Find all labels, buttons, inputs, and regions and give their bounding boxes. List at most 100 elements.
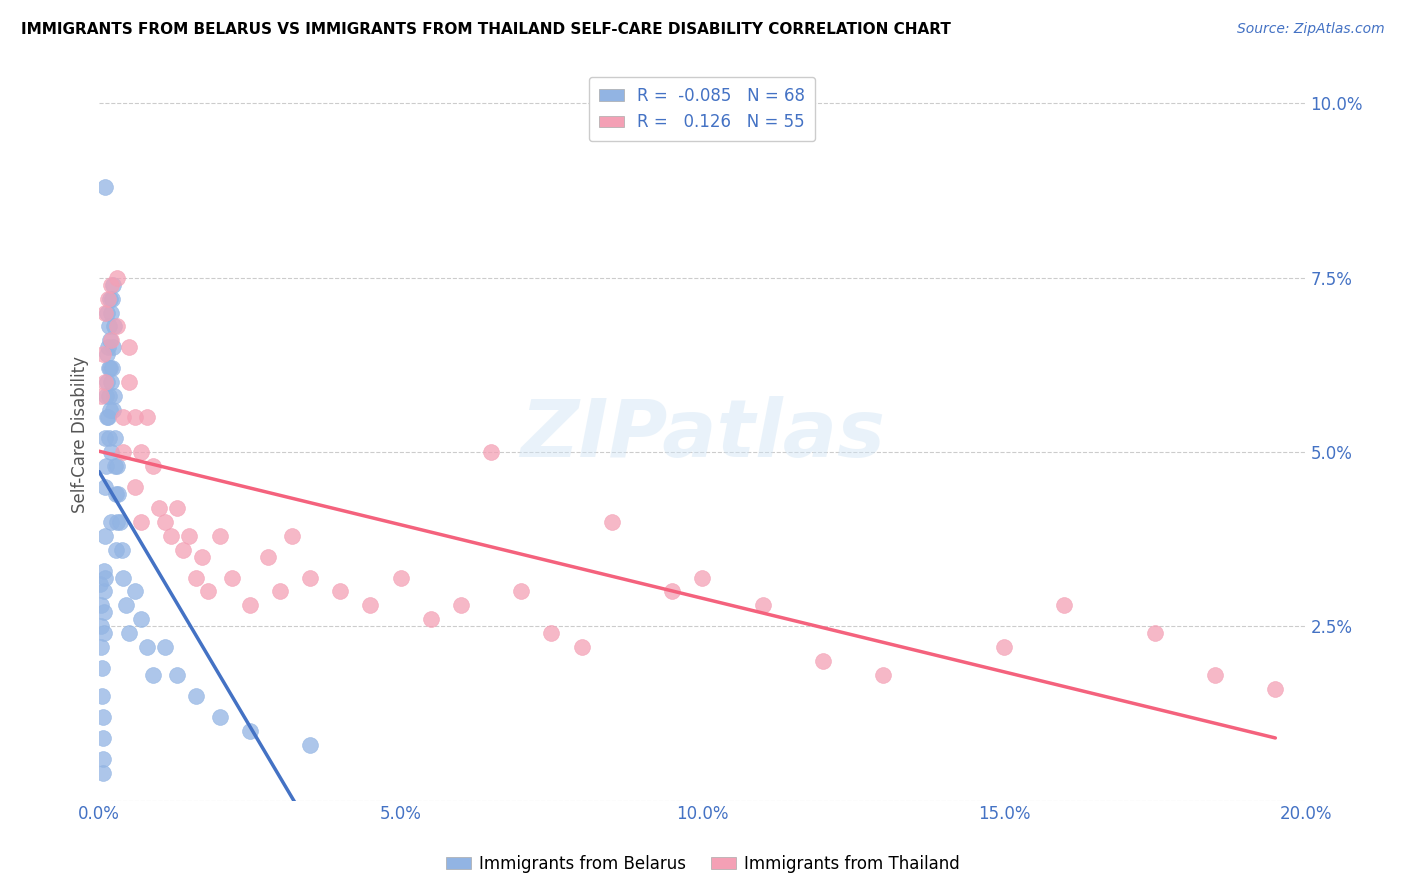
Point [104,431,127,445]
Text: Source: ZipAtlas.com: Source: ZipAtlas.com [1237,22,1385,37]
Point [269,584,291,599]
Point [166,668,188,682]
Point [124,410,146,425]
Point [1264,681,1286,696]
Point [129,515,152,529]
Point [91,347,114,361]
Point [155,515,177,529]
Point [103,389,125,403]
Text: ZIPatlas: ZIPatlas [520,395,884,474]
Point [751,599,773,613]
Point [94,376,117,390]
Point [90,389,112,403]
Point [101,277,124,292]
Point [600,515,623,529]
Point [299,570,322,584]
Legend: R =  -0.085   N = 68, R =   0.126   N = 55: R = -0.085 N = 68, R = 0.126 N = 55 [589,77,815,141]
Point [993,640,1015,655]
Point [190,549,212,564]
Point [96,347,118,361]
Point [359,599,381,613]
Y-axis label: Self-Care Disability: Self-Care Disability [72,356,89,513]
Point [97,361,120,376]
Point [107,487,129,501]
Point [1204,668,1226,682]
Point [91,661,114,675]
Point [90,599,112,613]
Point [94,529,117,543]
Point [96,376,118,390]
Point [389,570,412,584]
Point [142,458,165,473]
Point [90,619,112,633]
Point [661,584,683,599]
Point [172,542,194,557]
Point [136,410,159,425]
Point [89,577,111,591]
Point [94,480,117,494]
Point [91,765,114,780]
Point [239,723,262,738]
Point [98,319,121,334]
Point [105,319,128,334]
Point [100,376,122,390]
Point [97,410,120,425]
Point [112,410,135,425]
Point [96,305,118,319]
Point [104,458,127,473]
Point [239,599,262,613]
Point [118,626,141,640]
Point [97,431,120,445]
Point [104,487,127,501]
Point [93,626,115,640]
Point [94,570,117,584]
Point [97,340,120,354]
Point [124,480,146,494]
Point [93,606,115,620]
Point [299,738,322,752]
Point [118,376,141,390]
Point [690,570,713,584]
Point [94,180,117,194]
Point [103,340,125,354]
Point [105,515,128,529]
Point [93,564,115,578]
Point [111,542,134,557]
Point [91,731,114,745]
Point [98,361,121,376]
Point [94,431,117,445]
Point [100,515,122,529]
Point [208,529,231,543]
Point [105,458,128,473]
Legend: Immigrants from Belarus, Immigrants from Thailand: Immigrants from Belarus, Immigrants from… [439,848,967,880]
Point [129,612,152,626]
Point [100,305,122,319]
Point [540,626,562,640]
Point [100,277,122,292]
Point [96,410,118,425]
Point [208,710,231,724]
Point [179,529,201,543]
Point [103,403,125,417]
Point [98,389,121,403]
Point [100,334,122,348]
Point [1053,599,1076,613]
Point [281,529,304,543]
Point [811,654,834,668]
Point [112,445,135,459]
Point [129,445,152,459]
Point [197,584,219,599]
Point [112,570,135,584]
Point [124,584,146,599]
Point [571,640,593,655]
Point [1143,626,1166,640]
Point [91,689,114,703]
Point [510,584,533,599]
Point [93,584,115,599]
Point [98,292,121,306]
Point [118,340,141,354]
Point [100,403,122,417]
Point [166,500,188,515]
Point [90,640,112,655]
Point [104,542,127,557]
